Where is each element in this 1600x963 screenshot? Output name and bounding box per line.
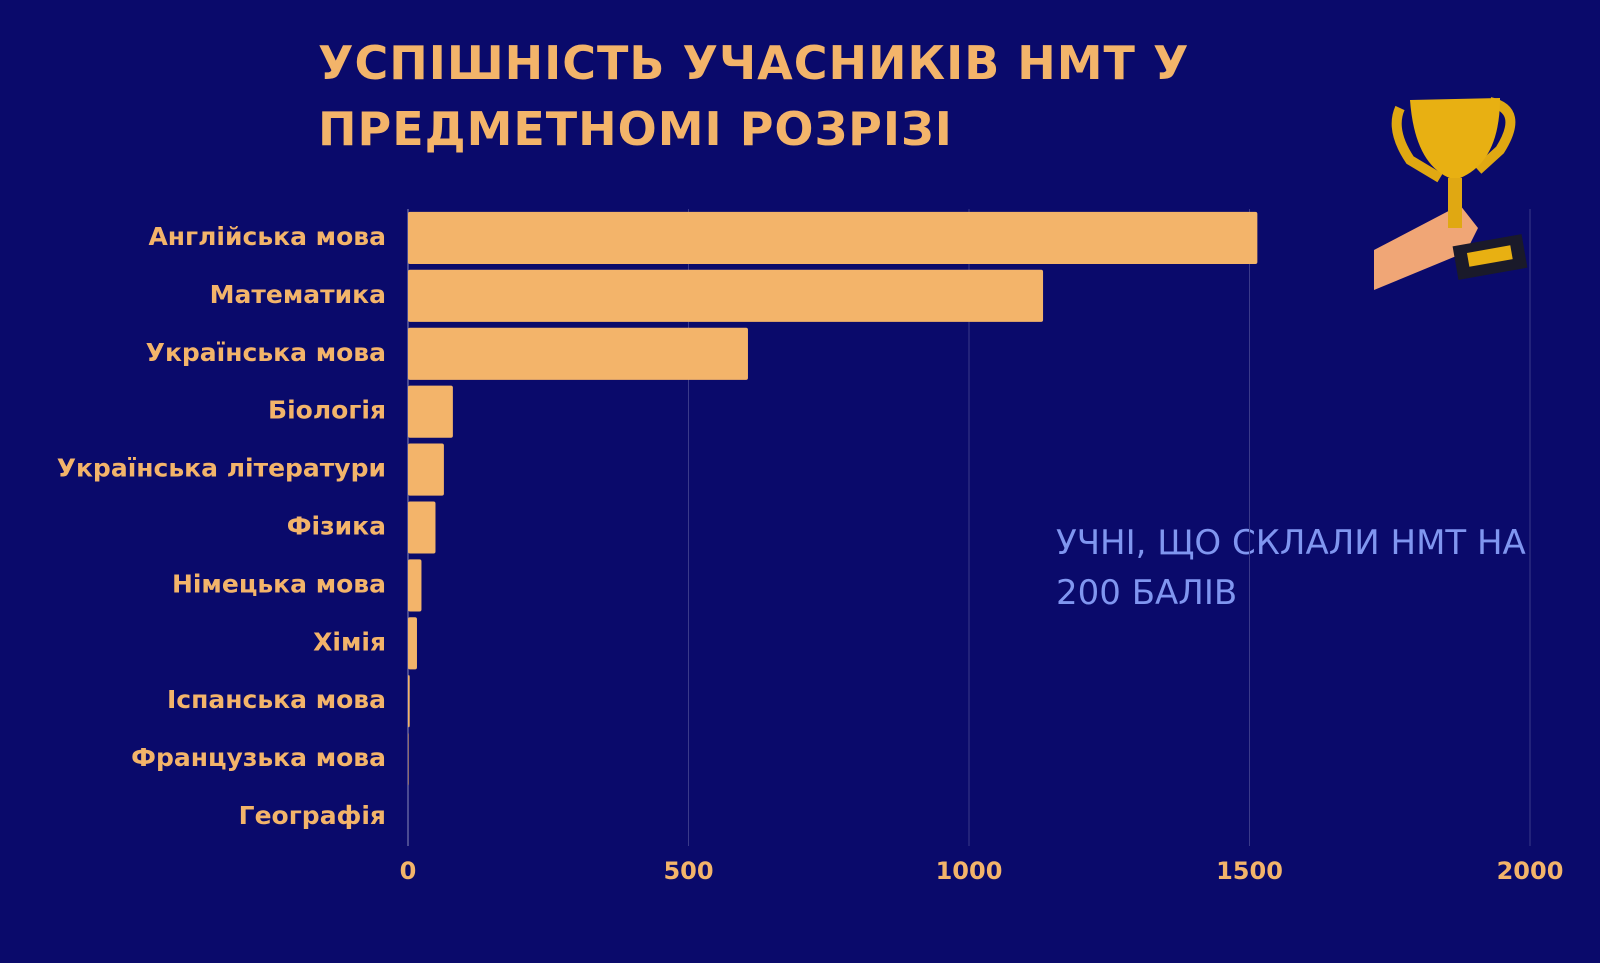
- trophy-cup: [1410, 98, 1500, 180]
- y-tick-label: Іспанська мова: [167, 685, 386, 714]
- x-tick-label: 0: [400, 857, 417, 885]
- y-tick-label: Німецька мова: [172, 569, 386, 598]
- bar: [408, 211, 1258, 265]
- bar: [408, 501, 436, 554]
- x-tick-label: 500: [663, 857, 713, 885]
- y-tick-label: Хімія: [313, 627, 386, 656]
- y-tick-label: Математика: [210, 280, 386, 309]
- bar: [408, 327, 748, 380]
- x-tick-label: 2000: [1497, 857, 1564, 885]
- y-tick-label: Біологія: [268, 396, 386, 425]
- chart-title: УСПІШНІСТЬ УЧАСНИКІВ НМТ У ПРЕДМЕТНОМІ Р…: [318, 36, 1190, 156]
- trophy-stem: [1448, 178, 1462, 228]
- trophy-plate: [1466, 245, 1513, 267]
- bar: [408, 385, 453, 438]
- bar: [408, 559, 422, 612]
- y-tick-label: Фізика: [287, 512, 386, 541]
- y-tick-label: Українська мова: [146, 338, 386, 367]
- trophy-illustration: [1374, 97, 1528, 290]
- bar: [408, 617, 417, 670]
- x-tick-label: 1000: [936, 857, 1003, 885]
- y-tick-label: Англійська мова: [148, 222, 386, 251]
- annotation: УЧНІ, ЩО СКЛАЛИ НМТ НА 200 БАЛІВ: [1056, 523, 1526, 613]
- y-tick-label: Географія: [239, 801, 386, 830]
- y-tick-label: Французька мова: [131, 743, 386, 772]
- y-tick-label: Українська літератури: [57, 454, 386, 483]
- bar: [408, 733, 409, 786]
- bar: [408, 675, 410, 728]
- bar: [408, 443, 444, 496]
- x-tick-label: 1500: [1216, 857, 1283, 885]
- bar: [408, 269, 1044, 322]
